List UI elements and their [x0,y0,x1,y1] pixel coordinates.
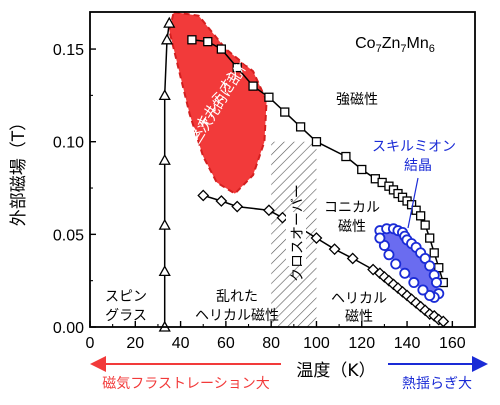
triangle-marker [163,16,176,28]
circle-marker [424,260,436,272]
circle-marker [390,258,402,270]
diamond-marker [231,200,244,213]
series-markers [158,16,450,332]
label-spinglass-2: グラス [105,308,147,324]
diamond-marker [346,252,359,265]
diamond-marker [197,189,210,202]
square-marker [429,248,439,258]
square-marker [357,164,367,175]
square-marker [425,233,435,243]
label-spinglass-1: スピン [105,289,147,305]
crossover-label-bg [286,212,306,266]
plot-frame [89,11,476,328]
x-tick-label: 160 [439,335,466,352]
series-line-triangle [163,22,171,327]
circle-marker [399,267,411,279]
label-helical-2: 磁性 [345,309,373,325]
square-marker [248,81,258,91]
diamond-marker [215,195,228,207]
circle-marker [408,277,420,289]
x-tick-label: 60 [217,335,235,352]
label-helical-1: ヘリカル [331,291,387,307]
label-skyrmion-crystal-1: スキルミオン [372,139,456,155]
skyrmion-disordered-region [168,11,268,195]
label-frustration: 磁気フラストレーション大 [102,376,269,392]
axis-ticks: 0 20 40 60 80 100 120 140 160 0.00 0.05 0.10 0.15 [53,42,466,352]
label-conical-2: 磁性 [338,219,366,235]
triangle-marker [158,153,171,165]
x-tick-label: 0 [86,335,95,352]
x-tick-label: 100 [303,335,330,352]
square-marker [420,220,430,230]
label-thermal: 熱揺らぎ大 [402,376,472,392]
label-ferromagnetic: 強磁性 [336,92,378,108]
y-tick-label: 0.00 [53,320,84,337]
square-marker [341,151,351,162]
square-marker [187,35,197,45]
circle-marker [424,289,436,301]
square-marker [280,107,290,117]
label-conical-1: コニカル [324,200,380,216]
circle-marker [417,284,429,296]
square-marker [295,122,306,132]
skyrmion-crystal-region [379,230,439,296]
square-marker [415,211,426,221]
diamond-marker [328,243,341,256]
x-axis-title: 温度（K） [296,361,375,381]
square-marker [264,92,274,102]
triangle-marker [158,265,171,277]
circle-marker [430,277,442,289]
blue-region-shape [379,230,439,296]
square-marker [216,44,227,54]
square-marker [203,36,213,47]
triangle-marker [158,89,171,101]
y-axis-title: 外部磁場（T） [9,114,29,226]
y-tick-label: 0.10 [53,135,84,152]
x-tick-label: 140 [394,335,421,352]
triangle-marker [158,218,171,230]
y-tick-label: 0.05 [53,227,84,244]
diamond-marker [310,232,323,244]
square-marker [232,62,242,73]
y-tick-label: 0.15 [53,42,84,59]
chart-title: Co7Zn7Mn6 [355,35,435,55]
diamond-marker [276,211,289,224]
triangle-marker [160,33,174,45]
label-disordered-2: ヘリカル磁性 [195,308,279,324]
label-disordered-1: 乱れた [216,289,258,305]
skyrmion-crystal-pointer [407,177,419,229]
square-marker [311,137,322,147]
diamond-marker [262,204,275,217]
label-skyrmion-crystal-2: 結晶 [404,158,432,174]
red-region-shape [168,11,268,195]
circle-marker [383,249,395,261]
circle-marker [374,232,386,244]
label-crossover: クロスオーバー [290,184,306,282]
x-tick-label: 120 [348,335,375,352]
x-tick-label: 20 [126,335,144,352]
x-tick-label: 80 [262,335,280,352]
x-tick-label: 40 [172,335,190,352]
